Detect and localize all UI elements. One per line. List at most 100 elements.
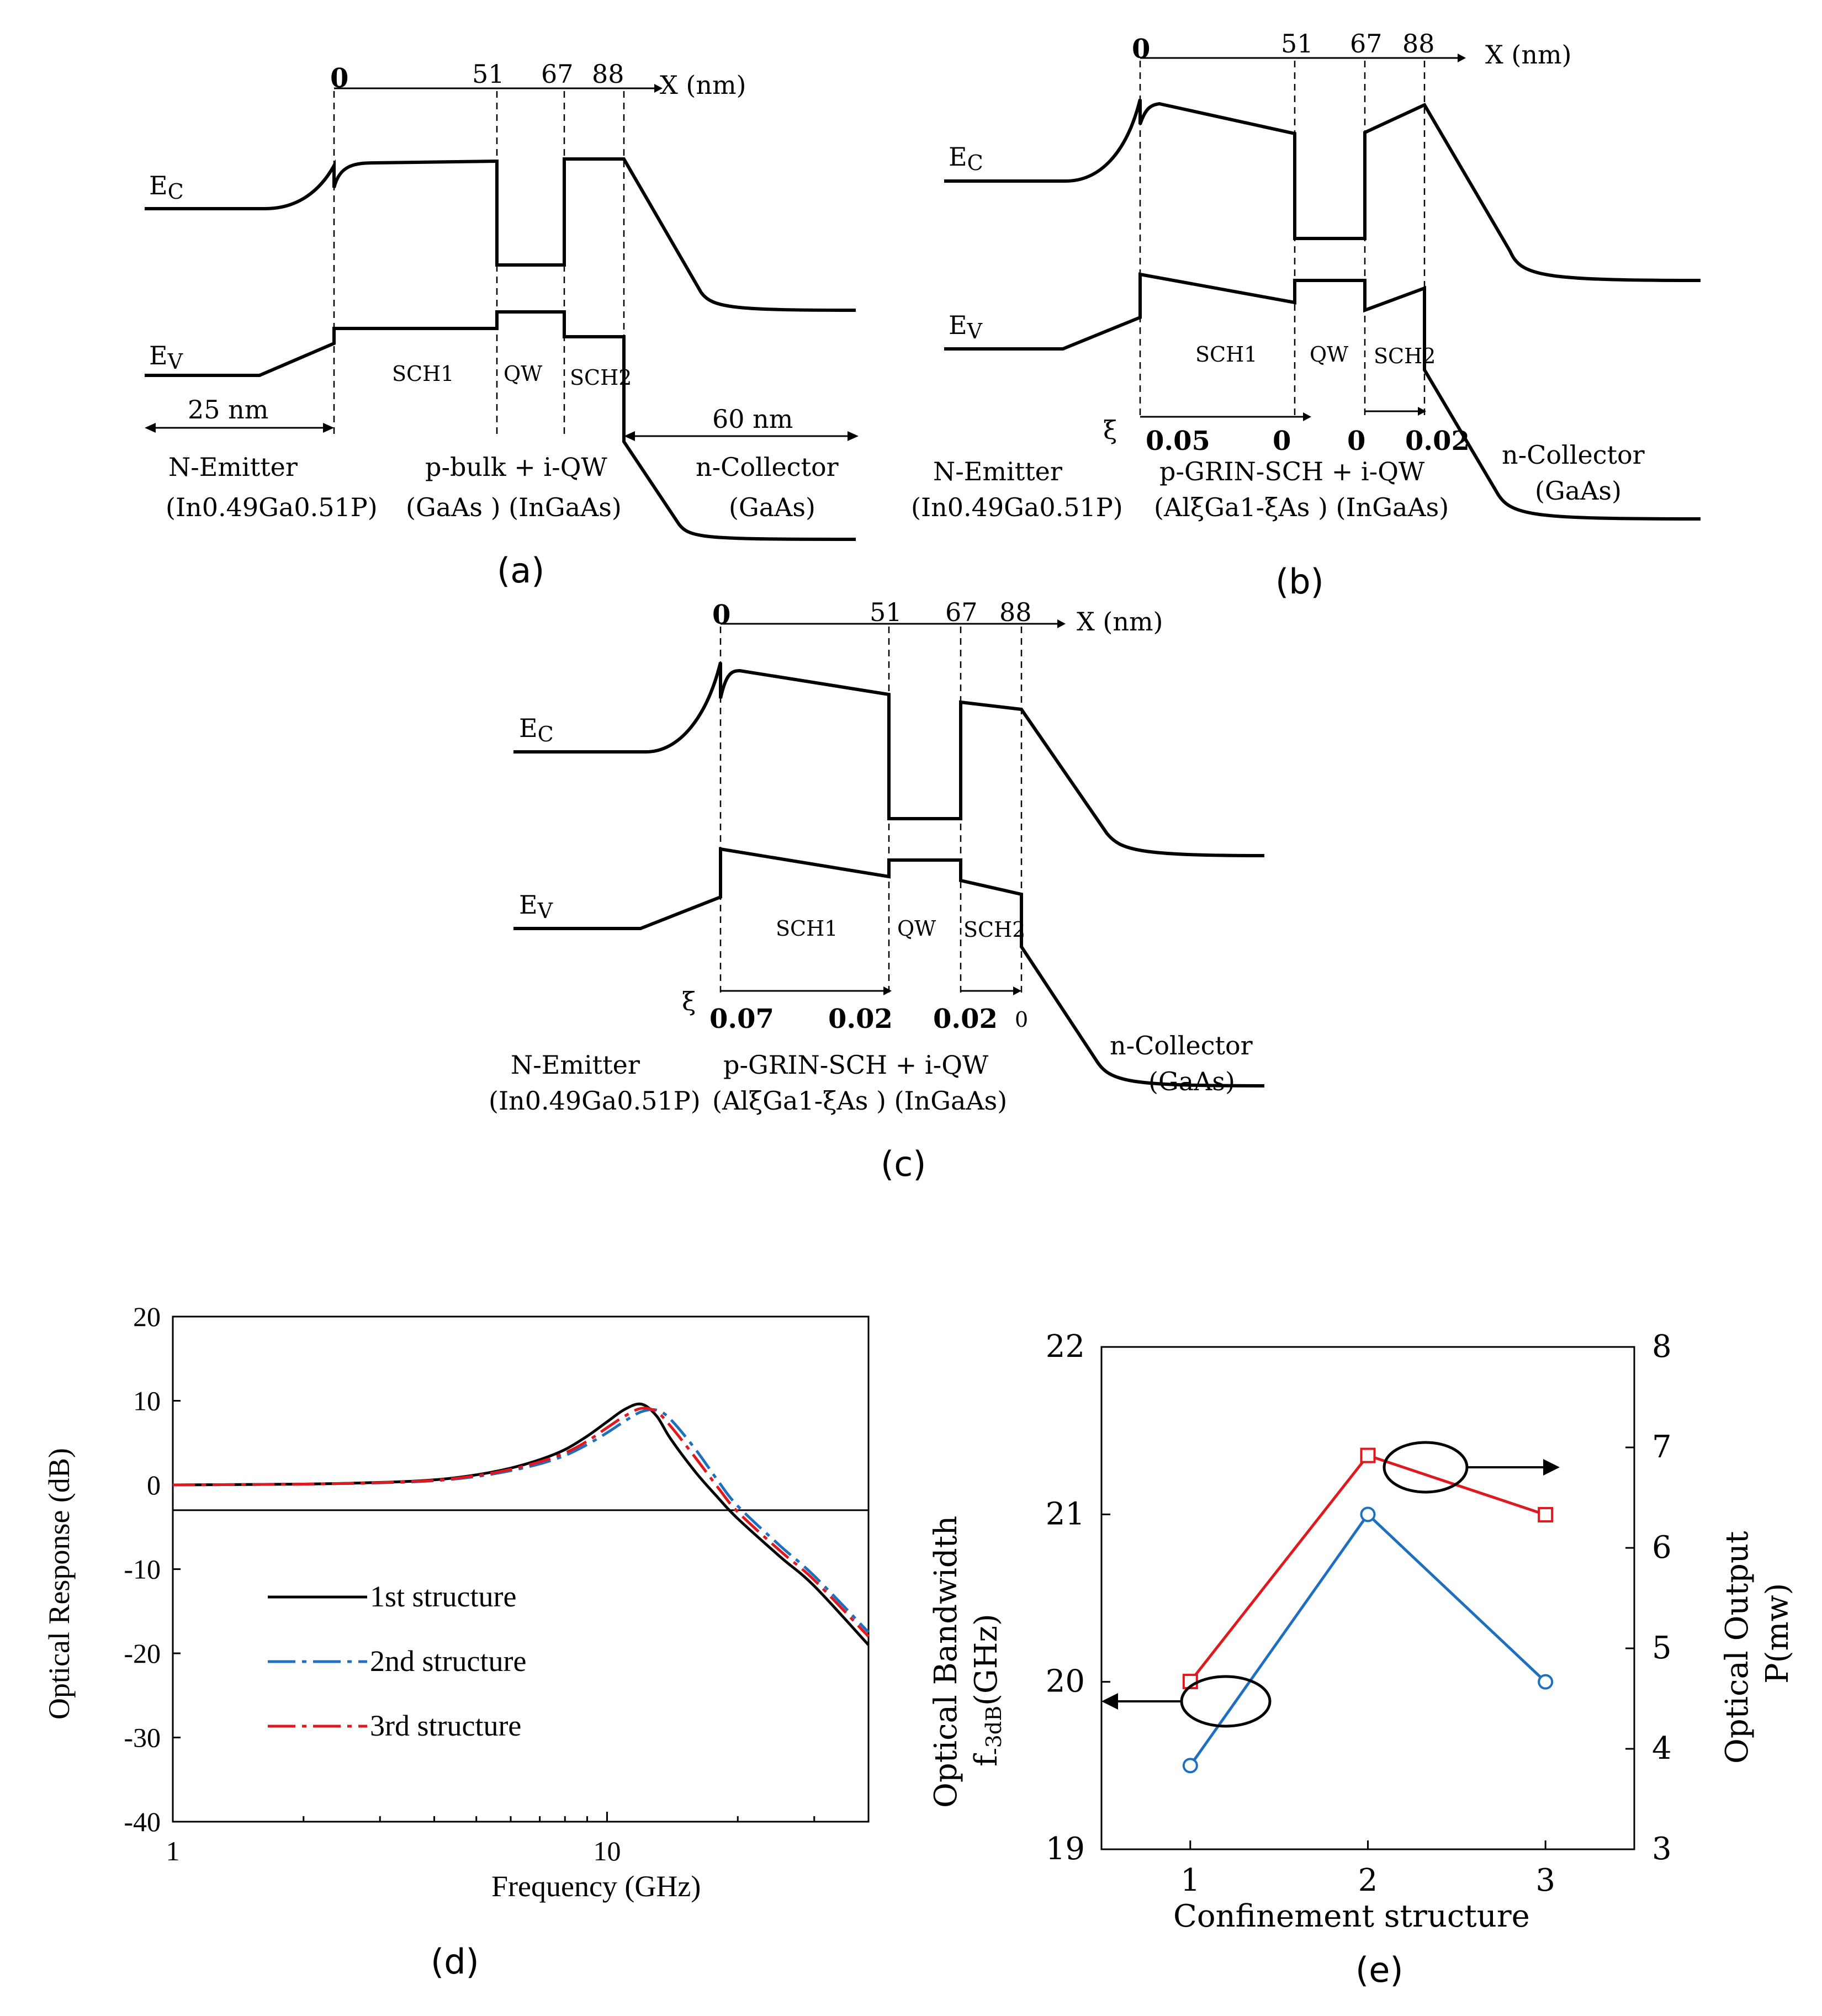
caption-e: (e) [1355,1950,1403,1990]
caption-a: (a) [497,550,544,591]
xi-value-1-c: 0.02 [828,1004,893,1034]
region-label-qw-b: QW [1310,342,1348,367]
region-label-qw-c: QW [897,916,936,941]
y-tick-left-label-e: 19 [1046,1831,1085,1867]
region-label-sch2-b: SCH2 [1374,344,1436,368]
emitter-label-b: N-Emitter [933,457,1062,486]
pos-label-88-b: 88 [1402,29,1435,59]
dim-label-25nm-a: 25 nm [188,395,268,425]
x-axis-arrowhead-b [1458,54,1466,62]
y-tick-left-label-e: 21 [1046,1496,1085,1532]
xi-arrowhead-sch2-c [1013,986,1021,995]
x-axis-label-b: X (nm) [1485,40,1572,70]
data-point-bandwidth-e [1182,1758,1198,1774]
pos-label-67-a: 67 [541,59,574,89]
ec-label-c: EC [519,713,554,746]
series-line-1-d [172,1402,870,1646]
legend-label-3rd: 3rd structure [370,1709,521,1742]
xi-value-2-b: 0 [1347,426,1365,457]
legend-label-1st: 1st structure [370,1580,516,1613]
region-label-qw-a: QW [504,362,542,386]
pos-label-51-c: 51 [870,597,902,627]
x-axis-label-c: X (nm) [1077,607,1163,636]
plot-area-e [1100,1346,1635,1850]
y-ticks-right-e: 8 7 6 5 4 3 [1625,1329,1672,1867]
xi-symbol-b: ξ [1103,415,1117,445]
valence-band-b [944,272,1701,521]
ec-label-b: EC [949,142,983,175]
y-axis-title-right-line2-e: P(mw) [1760,1583,1795,1684]
ev-label-b: EV [949,310,983,343]
emitter-material-b: (In0.49Ga0.51P) [911,492,1123,522]
region-label-sch2-c: SCH2 [963,917,1025,942]
pos-label-0-a: 0 [330,63,348,94]
y-tick-right-label-e: 4 [1652,1731,1672,1766]
y-tick-label-d: 10 [133,1386,161,1416]
annotation-arrowhead-left [1101,1693,1118,1710]
x-tick-label-d: 1 [166,1835,180,1866]
dim-arrowhead-left2-a [624,431,635,441]
annotation-ellipse-output [1383,1441,1469,1494]
middle-label-b: p-GRIN-SCH + i-QW [1159,457,1425,486]
collector-label-a: n-Collector [696,452,839,482]
y-tick-right-label-e: 5 [1652,1630,1672,1666]
x-tick-label-e: 3 [1535,1863,1555,1898]
emitter-label-a: N-Emitter [168,452,298,482]
region-label-sch1-a: SCH1 [392,362,454,386]
y-tick-label-d: -40 [124,1806,161,1837]
xi-value-3-b: 0.02 [1405,426,1470,457]
dim-arrowhead-left-a [145,423,156,433]
pos-label-88-a: 88 [592,59,624,89]
y-tick-right-label-e: 3 [1652,1831,1672,1867]
conduction-band-c [513,662,1265,857]
middle-material-a: (GaAs ) (InGaAs) [406,492,622,522]
caption-d: (d) [431,1941,479,1982]
x-ticks-e: 1 2 3 [1180,1840,1555,1898]
y-ticks-left-e: 22 21 20 19 [1046,1329,1110,1867]
xi-value-2-c: 0.02 [933,1004,998,1034]
x-axis-title-d: Frequency (GHz) [491,1870,701,1903]
pos-label-67-c: 67 [945,597,978,627]
x-tick-label-d: 10 [593,1835,621,1866]
y-ticks-d: 20 10 0 -10 -20 -30 -40 [124,1301,181,1837]
series-line-3-d [172,1407,870,1638]
middle-material-c: (AlξGa1-ξAs ) (InGaAs) [712,1086,1007,1116]
legend-label-2nd: 2nd structure [370,1644,526,1678]
x-axis-arrowhead-a [654,84,663,93]
ev-label-a: EV [149,341,183,374]
data-point-output-e [1538,1506,1554,1522]
y-axis-title-left-line2-e: f-3dB(GHz) [968,1614,1006,1766]
x-axis-label-a: X (nm) [660,70,746,100]
pos-label-88-c: 88 [999,597,1032,627]
annotation-ellipse-bandwidth [1180,1675,1272,1728]
emitter-label-c: N-Emitter [511,1050,640,1080]
xi-arrowhead-sch1-b [1303,412,1311,421]
caption-c: (c) [881,1144,926,1184]
collector-label-b: n-Collector [1502,440,1645,470]
y-tick-left-label-e: 20 [1046,1664,1085,1700]
ec-label-a: EC [149,171,184,204]
middle-label-a: p-bulk + i-QW [425,452,607,482]
band-diagram-a: X (nm) 0 51 67 88 EC EV SCH1 QW SCH2 25 … [145,59,859,591]
emitter-material-a: (In0.49Ga0.51P) [166,492,378,522]
data-point-output-e [1360,1447,1376,1463]
collector-label-c: n-Collector [1110,1031,1253,1060]
chart-bandwidth-output: 22 21 20 19 8 7 6 5 4 3 1 2 3 Confinement structur… [928,1329,1795,1990]
data-point-bandwidth-e [1538,1674,1554,1690]
middle-label-c: p-GRIN-SCH + i-QW [723,1050,989,1080]
series-group-e [1182,1447,1554,1774]
pos-label-0-c: 0 [712,600,730,630]
conduction-band-a [145,157,856,312]
region-label-sch2-a: SCH2 [570,365,632,390]
y-tick-left-label-e: 22 [1046,1329,1085,1365]
pos-label-0-b: 0 [1132,34,1150,65]
x-ticks-d: 1 10 [166,1812,870,1866]
valence-band-c [513,847,1265,1087]
dim-arrowhead-right2-a [848,431,859,441]
series-group-d [172,1402,870,1646]
region-label-sch1-b: SCH1 [1195,342,1257,367]
xi-arrowhead-sch2-b [1418,407,1426,416]
x-axis-title-e: Confinement structure [1173,1898,1530,1934]
